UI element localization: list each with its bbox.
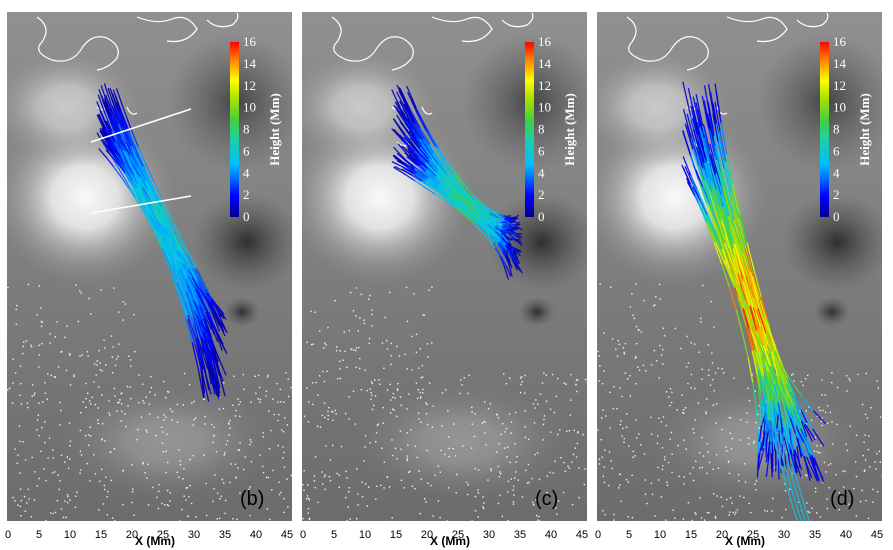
colorbar-tick-label: 4: [538, 165, 545, 180]
field-lines: [391, 84, 523, 280]
colorbar-tick-label: 2: [243, 187, 250, 202]
contour-dots: [597, 283, 882, 521]
x-tick-label: 45: [281, 529, 293, 541]
colorbar-tick-label: 0: [538, 209, 545, 224]
x-tick-label: 40: [545, 529, 557, 541]
panel-label: (b): [240, 488, 264, 510]
colorbar-tick-label: 8: [243, 122, 250, 137]
slice-line-1: [90, 108, 192, 143]
x-tick-label: 0: [5, 529, 11, 541]
x-tick-label: 25: [452, 529, 464, 541]
colorbar-tick-label: 14: [243, 56, 257, 71]
x-axis-b: 0 5 10 15 20 25 30 35 40 45 X (Mm): [5, 529, 293, 548]
x-tick-label: 15: [95, 529, 107, 541]
colorbar-tick-label: 0: [833, 209, 840, 224]
colorbar-tick-label: 16: [243, 34, 257, 49]
x-tick-label: 5: [331, 529, 337, 541]
x-tick-label: 25: [157, 529, 169, 541]
x-axis-label: X (Mm): [430, 534, 470, 548]
contour-dots: [7, 283, 292, 521]
x-tick-label: 25: [747, 529, 759, 541]
colorbar-gradient: [525, 42, 534, 217]
x-tick-label: 0: [300, 529, 306, 541]
colorbar-tick-label: 16: [538, 34, 552, 49]
panel-b: 16 14 12 10 8 6 4 2 0 Height (Mm) (b): [7, 12, 292, 521]
field-lines: [96, 83, 228, 402]
colorbar-tick-label: 2: [833, 187, 840, 202]
x-tick-label: 0: [595, 529, 601, 541]
x-axis-d: 0 5 10 15 20 25 30 35 40 45 X (Mm): [595, 529, 883, 548]
x-tick-label: 35: [219, 529, 231, 541]
colorbar-tick-label: 14: [538, 56, 552, 71]
colorbar-tick-label: 14: [833, 56, 847, 71]
x-tick-label: 5: [626, 529, 632, 541]
colorbar-tick-label: 10: [243, 100, 256, 115]
colorbar: 16 14 12 10 8 6 4 2 0 Height (Mm): [525, 34, 577, 224]
colorbar-label: Height (Mm): [267, 93, 282, 166]
colorbar-gradient: [230, 42, 239, 217]
colorbar-tick-label: 4: [833, 165, 840, 180]
colorbar-tick-label: 12: [538, 78, 551, 93]
panel-d: 16 14 12 10 8 6 4 2 0 Height (Mm) (d): [597, 12, 882, 521]
panel-label: (c): [535, 488, 558, 510]
colorbar-tick-label: 6: [538, 143, 545, 158]
x-tick-label: 20: [716, 529, 728, 541]
colorbar-tick-label: 0: [243, 209, 250, 224]
x-axis-c: 0 5 10 15 20 25 30 35 40 45 X (Mm): [300, 529, 588, 548]
colorbar-tick-label: 10: [538, 100, 551, 115]
x-tick-label: 45: [576, 529, 588, 541]
colorbar-label: Height (Mm): [857, 93, 872, 166]
x-tick-label: 35: [809, 529, 821, 541]
colorbar-tick-label: 8: [833, 122, 840, 137]
x-axis-label: X (Mm): [725, 534, 765, 548]
colorbar-tick-label: 8: [538, 122, 545, 137]
x-tick-label: 10: [359, 529, 371, 541]
x-tick-label: 5: [36, 529, 42, 541]
x-tick-label: 30: [188, 529, 200, 541]
colorbar-tick-label: 10: [833, 100, 846, 115]
colorbar: 16 14 12 10 8 6 4 2 0 Height (Mm): [230, 34, 282, 224]
panel-label: (d): [830, 488, 854, 510]
x-tick-label: 45: [871, 529, 883, 541]
colorbar-tick-label: 6: [243, 143, 250, 158]
colorbar: 16 14 12 10 8 6 4 2 0 Height (Mm): [820, 34, 872, 224]
field-lines: [681, 81, 826, 521]
x-tick-label: 35: [514, 529, 526, 541]
x-tick-label: 10: [64, 529, 76, 541]
x-tick-label: 40: [840, 529, 852, 541]
x-axis-label: X (Mm): [135, 534, 175, 548]
colorbar-tick-label: 12: [243, 78, 256, 93]
x-tick-label: 30: [483, 529, 495, 541]
panel-c: 16 14 12 10 8 6 4 2 0 Height (Mm) (c): [302, 12, 587, 521]
x-tick-label: 40: [250, 529, 262, 541]
colorbar-tick-label: 4: [243, 165, 250, 180]
slice-line-2: [90, 195, 192, 214]
x-tick-label: 10: [654, 529, 666, 541]
colorbar-tick-label: 16: [833, 34, 847, 49]
colorbar-gradient: [820, 42, 829, 217]
colorbar-tick-label: 12: [833, 78, 846, 93]
colorbar-label: Height (Mm): [562, 93, 577, 166]
x-tick-label: 20: [421, 529, 433, 541]
colorbar-tick-label: 6: [833, 143, 840, 158]
x-tick-label: 15: [390, 529, 402, 541]
x-tick-label: 30: [778, 529, 790, 541]
contour-dots: [302, 286, 587, 521]
x-tick-label: 20: [126, 529, 138, 541]
colorbar-tick-label: 2: [538, 187, 545, 202]
x-tick-label: 15: [685, 529, 697, 541]
contour-lines: [331, 12, 534, 147]
